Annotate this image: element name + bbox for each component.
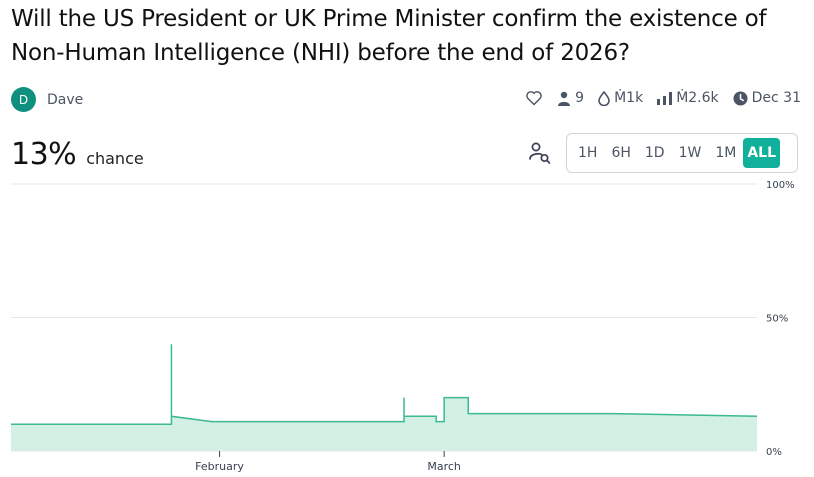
tab-1w[interactable]: 1W: [678, 145, 702, 161]
search-trades-button[interactable]: [527, 141, 553, 167]
avatar[interactable]: D: [11, 87, 36, 112]
tab-all[interactable]: ALL: [743, 138, 780, 168]
close-date-stat: Dec 31: [733, 90, 801, 106]
probability-chart[interactable]: 0%50%100%MANIFOLDFebruaryMarch: [0, 176, 814, 477]
follow-button[interactable]: [525, 90, 543, 106]
tab-1d[interactable]: 1D: [644, 145, 665, 161]
x-tick-label: February: [195, 460, 244, 473]
user-search-icon[interactable]: [527, 141, 553, 167]
user-icon: [558, 91, 571, 106]
author-name[interactable]: Dave: [47, 91, 84, 108]
tab-1m[interactable]: 1M: [715, 145, 737, 161]
y-tick-label: 50%: [766, 314, 788, 325]
y-tick-label: 100%: [766, 180, 795, 191]
heart-icon[interactable]: [525, 90, 543, 106]
time-range-tabs: 1H 6H 1D 1W 1M ALL: [566, 133, 798, 173]
probability-label: chance: [86, 149, 144, 168]
tab-6h[interactable]: 6H: [611, 145, 631, 161]
liquidity-amount: Ṁ1k: [614, 90, 644, 106]
series-area: [11, 344, 757, 451]
market-stats: 9 Ṁ1k Ṁ2.6k Dec 31: [525, 90, 801, 106]
liquidity-stat: Ṁ1k: [598, 90, 643, 106]
probability-value: 13%: [11, 137, 77, 172]
probability-display: 13% chance: [11, 137, 144, 172]
droplet-icon: [598, 90, 610, 106]
x-tick-label: March: [427, 460, 461, 473]
volume-amount: Ṁ2.6k: [676, 90, 719, 106]
series-line: [11, 344, 758, 426]
volume-stat: Ṁ2.6k: [657, 90, 719, 106]
bar-chart-icon: [657, 91, 673, 105]
tab-1h[interactable]: 1H: [578, 145, 598, 161]
clock-icon: [733, 91, 748, 105]
close-date: Dec 31: [751, 90, 801, 106]
market-question-title: Will the US President or UK Prime Minist…: [11, 6, 767, 66]
traders-stat: 9: [557, 90, 584, 106]
y-tick-label: 0%: [766, 447, 782, 458]
author-info[interactable]: D Dave: [11, 87, 83, 112]
traders-count: 9: [575, 90, 585, 106]
